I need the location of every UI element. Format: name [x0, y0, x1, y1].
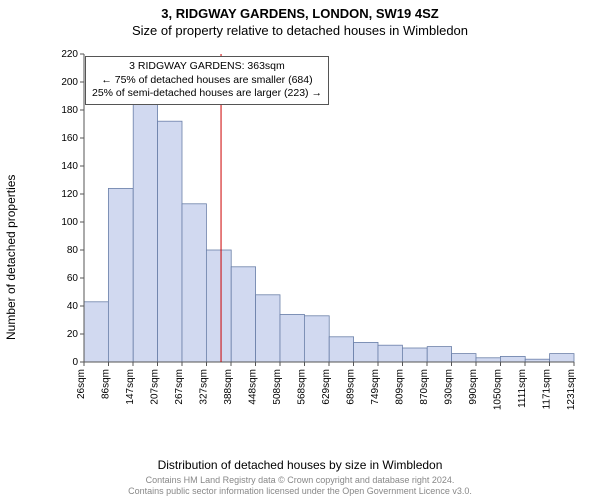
histogram-bar — [354, 342, 378, 362]
x-tick-label: 267sqm — [174, 369, 185, 405]
x-tick-label: 1231sqm — [566, 369, 577, 410]
x-tick-label: 508sqm — [272, 369, 283, 405]
histogram-bar — [206, 250, 231, 362]
x-tick-label: 689sqm — [346, 369, 357, 405]
footer-line2: Contains public sector information licen… — [0, 486, 600, 497]
histogram-bar — [108, 188, 133, 362]
chart-container: { "title_line1": "3, RIDGWAY GARDENS, LO… — [0, 0, 600, 500]
histogram-bar — [476, 358, 500, 362]
x-tick-label: 207sqm — [150, 369, 161, 405]
histogram-bar — [304, 316, 329, 362]
x-tick-label: 26sqm — [76, 369, 87, 399]
x-tick-label: 749sqm — [370, 369, 381, 405]
y-tick-label: 100 — [61, 217, 78, 228]
x-tick-label: 147sqm — [125, 369, 136, 405]
annotation-line3: 25% of semi-detached houses are larger (… — [92, 87, 322, 101]
chart-title-address: 3, RIDGWAY GARDENS, LONDON, SW19 4SZ — [0, 0, 600, 21]
y-tick-label: 120 — [61, 189, 78, 200]
y-tick-label: 20 — [67, 329, 79, 340]
chart-subtitle: Size of property relative to detached ho… — [0, 21, 600, 38]
y-tick-label: 200 — [61, 77, 78, 88]
footer-attribution: Contains HM Land Registry data © Crown c… — [0, 475, 600, 497]
histogram-bar — [84, 302, 108, 362]
annotation-line1: 3 RIDGWAY GARDENS: 363sqm — [92, 60, 322, 74]
x-tick-label: 629sqm — [321, 369, 332, 405]
histogram-bar — [452, 354, 476, 362]
x-tick-label: 870sqm — [419, 369, 430, 405]
x-axis-label: Distribution of detached houses by size … — [0, 458, 600, 472]
y-tick-label: 80 — [67, 245, 79, 256]
x-tick-label: 448sqm — [248, 369, 259, 405]
histogram-bar — [231, 267, 255, 362]
x-tick-label: 568sqm — [297, 369, 308, 405]
x-tick-label: 86sqm — [101, 369, 112, 399]
y-axis-label: Number of detached properties — [4, 175, 18, 340]
histogram-bar — [500, 356, 525, 362]
histogram-bar — [427, 347, 451, 362]
histogram-bar — [280, 314, 304, 362]
y-tick-label: 140 — [61, 161, 78, 172]
y-tick-label: 220 — [61, 49, 78, 60]
histogram-bar — [256, 295, 280, 362]
x-tick-label: 1050sqm — [493, 369, 504, 410]
x-tick-label: 1111sqm — [517, 369, 528, 408]
y-tick-label: 0 — [72, 357, 78, 368]
histogram-bar — [329, 337, 353, 362]
y-tick-label: 160 — [61, 133, 78, 144]
histogram-bar — [182, 204, 206, 362]
histogram-bar — [133, 104, 157, 362]
x-tick-label: 1171sqm — [542, 369, 553, 409]
histogram-bar — [158, 121, 182, 362]
x-tick-label: 990sqm — [468, 369, 479, 405]
histogram-bar — [550, 354, 574, 362]
y-tick-label: 180 — [61, 105, 78, 116]
y-tick-label: 40 — [67, 301, 79, 312]
x-tick-label: 809sqm — [395, 369, 406, 405]
x-tick-label: 930sqm — [444, 369, 455, 405]
x-tick-label: 327sqm — [199, 369, 210, 405]
x-tick-label: 388sqm — [223, 369, 234, 405]
annotation-box: 3 RIDGWAY GARDENS: 363sqm ← 75% of detac… — [85, 56, 329, 105]
footer-line1: Contains HM Land Registry data © Crown c… — [0, 475, 600, 486]
annotation-line2: ← 75% of detached houses are smaller (68… — [92, 74, 322, 88]
y-tick-label: 60 — [67, 273, 79, 284]
histogram-bar — [402, 348, 427, 362]
histogram-bar — [378, 345, 402, 362]
